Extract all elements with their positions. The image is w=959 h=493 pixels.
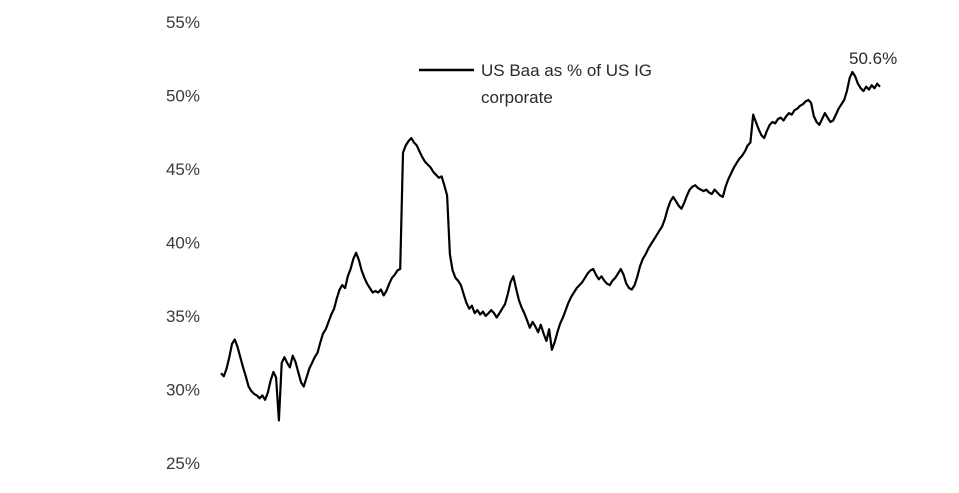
y-tick-label: 50% — [166, 87, 200, 106]
y-tick-label: 55% — [166, 13, 200, 32]
y-tick-label: 35% — [166, 307, 200, 326]
legend: US Baa as % of US IG corporate — [419, 61, 652, 107]
series-group — [220, 70, 881, 422]
y-tick-label: 45% — [166, 160, 200, 179]
y-tick-label: 30% — [166, 381, 200, 400]
legend-label-line-2: corporate — [481, 88, 553, 107]
last-value-label: 50.6% — [849, 49, 897, 68]
y-tick-label: 40% — [166, 234, 200, 253]
y-axis-tick-labels: 55% 50% 45% 40% 35% 30% 25% — [166, 13, 200, 473]
legend-label-line-1: US Baa as % of US IG — [481, 61, 652, 80]
y-tick-label: 25% — [166, 454, 200, 473]
series-line — [220, 70, 881, 422]
